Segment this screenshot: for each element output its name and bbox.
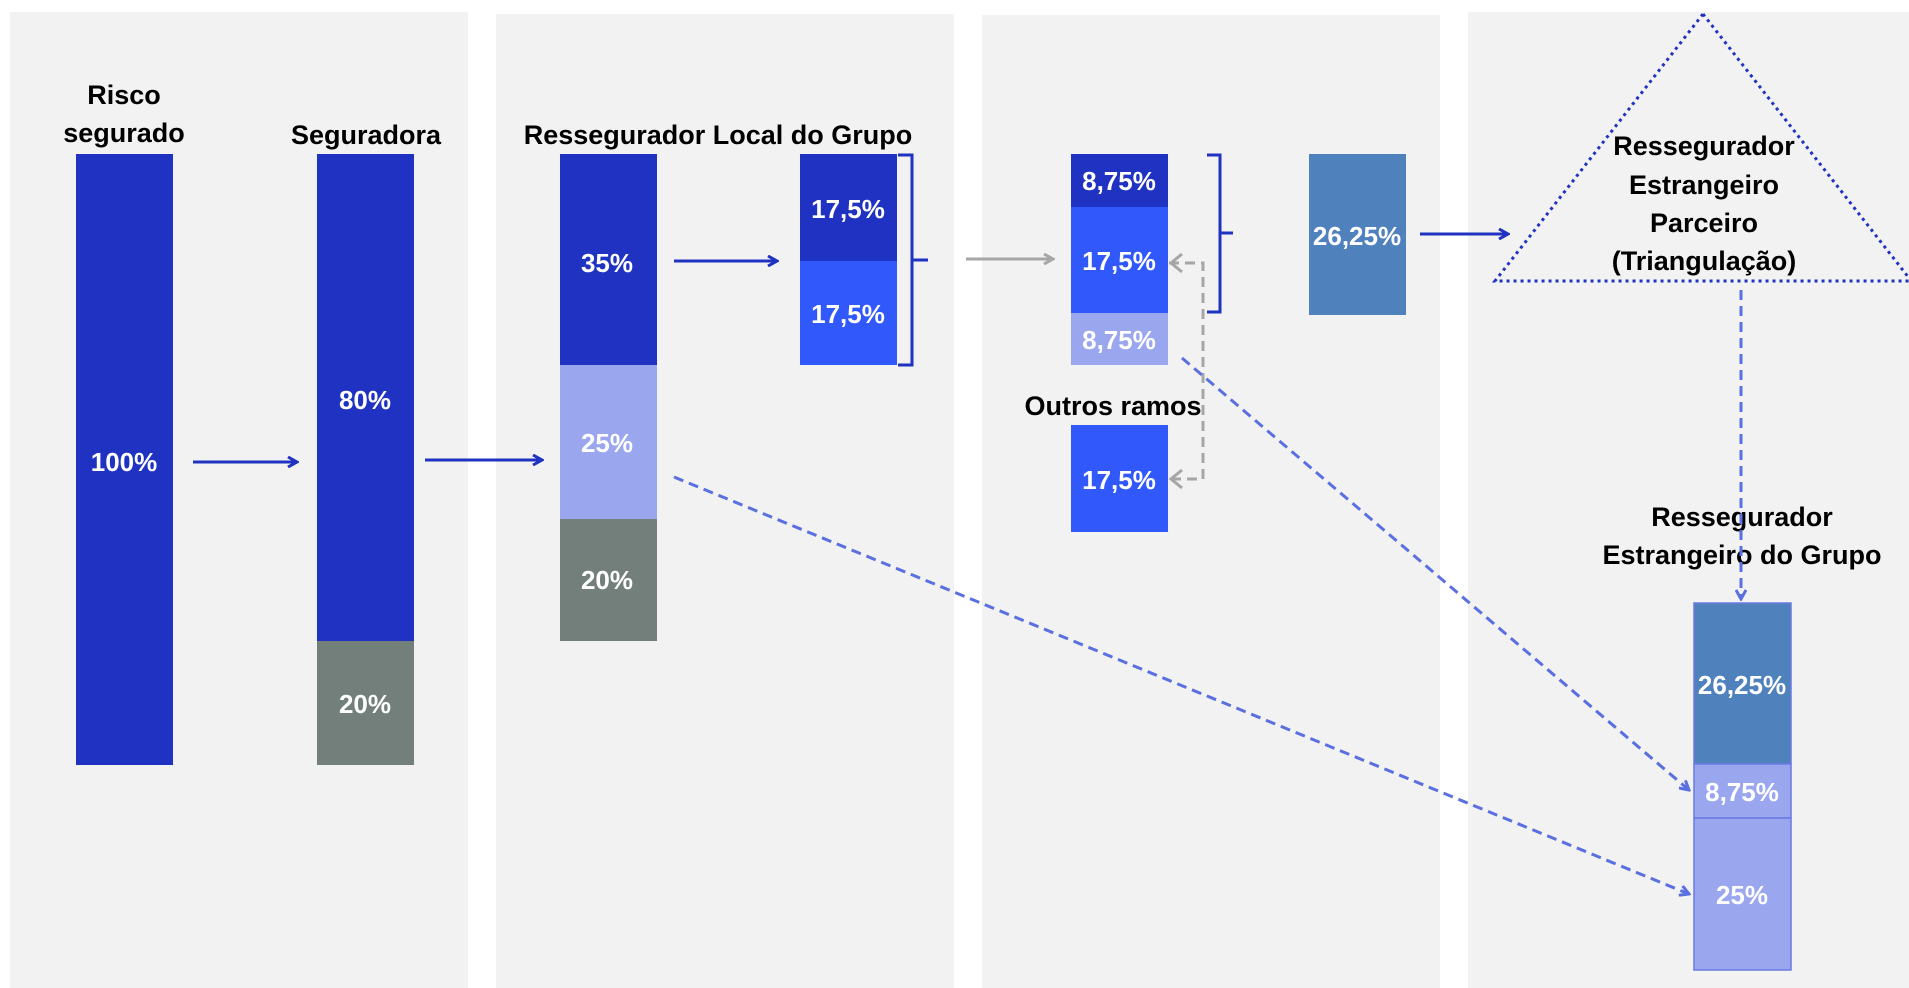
bar-mid-bottom	[1071, 313, 1168, 365]
bar-grupo-top	[1693, 602, 1792, 765]
bar-local-grupo	[560, 365, 657, 519]
bar-mid-top	[1071, 154, 1168, 207]
value-seguradora-retido: 80%	[339, 385, 391, 415]
bar-split-b	[800, 261, 897, 365]
bar-outros-ramos	[1071, 425, 1168, 532]
bar-mid-middle	[1071, 207, 1168, 313]
label-parceiro-line3: Parceiro	[1650, 208, 1758, 238]
value-grupo-middle: 8,75%	[1705, 777, 1779, 807]
bar-local-cedido	[560, 154, 657, 365]
bar-grupo-bottom	[1693, 817, 1792, 971]
panel-foreign	[1468, 12, 1909, 988]
value-mid-top: 8,75%	[1082, 166, 1156, 196]
label-parceiro-line2: Estrangeiro	[1629, 170, 1779, 200]
arrowhead-gray-lower	[1168, 468, 1183, 490]
label-seguradora: Seguradora	[291, 120, 442, 150]
brace-split	[898, 153, 928, 367]
bar-split-a	[800, 154, 897, 261]
value-outros-ramos: 17,5%	[1082, 465, 1156, 495]
bar-parceiro-total	[1309, 154, 1406, 315]
bar-seguradora-proprio	[317, 641, 414, 765]
triangle-parceiro	[1491, 13, 1909, 283]
label-risco-line2: segurado	[63, 118, 185, 148]
value-split-a: 17,5%	[811, 194, 885, 224]
label-parceiro-line1: Ressegurador	[1613, 131, 1795, 161]
value-grupo-bottom: 25%	[1716, 880, 1768, 910]
label-ressegurador-local: Ressegurador Local do Grupo	[524, 120, 913, 150]
bar-risco-total	[76, 154, 173, 765]
value-mid-bottom: 8,75%	[1082, 325, 1156, 355]
value-mid-middle: 17,5%	[1082, 246, 1156, 276]
value-seguradora-proprio: 20%	[339, 689, 391, 719]
connector-outros-ramos	[1169, 261, 1205, 481]
label-outros-ramos: Outros ramos	[1024, 391, 1201, 421]
label-risco-line1: Risco	[87, 80, 161, 110]
bar-grupo-middle	[1693, 763, 1792, 819]
value-split-b: 17,5%	[811, 299, 885, 329]
value-local-retido: 20%	[581, 565, 633, 595]
value-local-cedido: 35%	[581, 248, 633, 278]
brace-mid	[1207, 153, 1233, 314]
bar-seguradora-retido	[317, 154, 414, 641]
value-risco-total: 100%	[91, 447, 158, 477]
value-local-grupo: 25%	[581, 428, 633, 458]
value-parceiro-total: 26,25%	[1313, 221, 1401, 251]
arrow-local-to-grupo	[673, 475, 1689, 894]
value-grupo-top: 26,25%	[1698, 670, 1786, 700]
label-parceiro-line4: (Triangulação)	[1612, 246, 1797, 276]
bar-local-retido	[560, 519, 657, 641]
arrowhead-gray-upper	[1168, 252, 1183, 274]
